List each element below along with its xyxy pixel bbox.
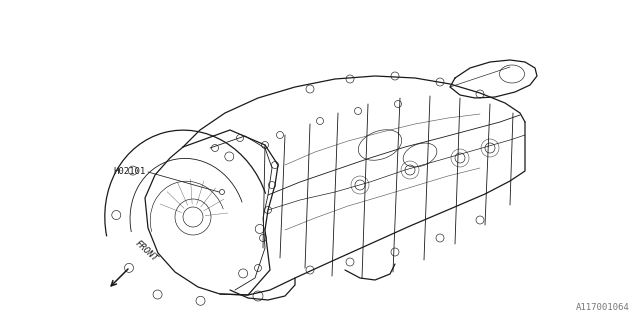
Text: FRONT: FRONT (133, 238, 159, 263)
Text: H02101: H02101 (114, 167, 146, 177)
Text: A117001064: A117001064 (576, 303, 630, 312)
